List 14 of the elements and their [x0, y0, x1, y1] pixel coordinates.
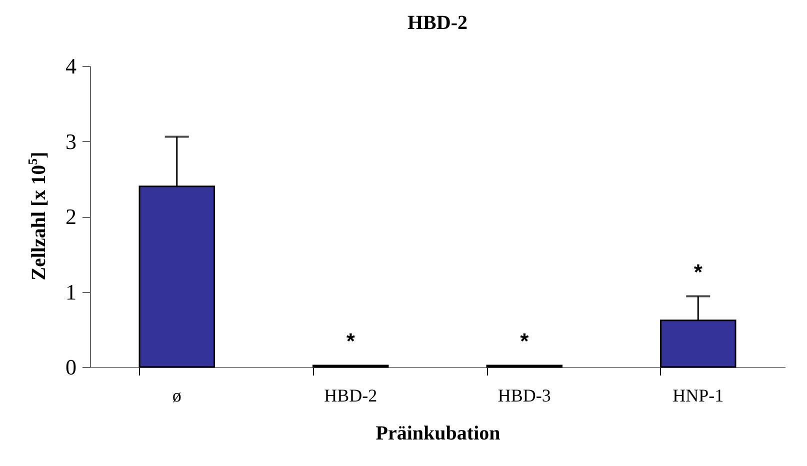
annotation: *	[520, 328, 530, 354]
chart-title: HBD-2	[408, 12, 468, 34]
y-tick-label: 4	[66, 54, 76, 78]
x-tick-label: HNP-1	[672, 386, 724, 406]
x-tick-label: HBD-2	[324, 386, 378, 406]
x-tick-label: HBD-3	[498, 386, 551, 406]
annotation: *	[694, 259, 703, 284]
annotation: *	[346, 328, 356, 354]
x-tick-label: ø	[172, 386, 182, 406]
x-axis-title: Präinkubation	[376, 422, 500, 444]
y-tick-label: 3	[66, 128, 76, 154]
y-tick-label: 0	[66, 354, 76, 380]
y-tick-label: 2	[66, 204, 76, 229]
y-tick-label: 1	[66, 279, 76, 304]
